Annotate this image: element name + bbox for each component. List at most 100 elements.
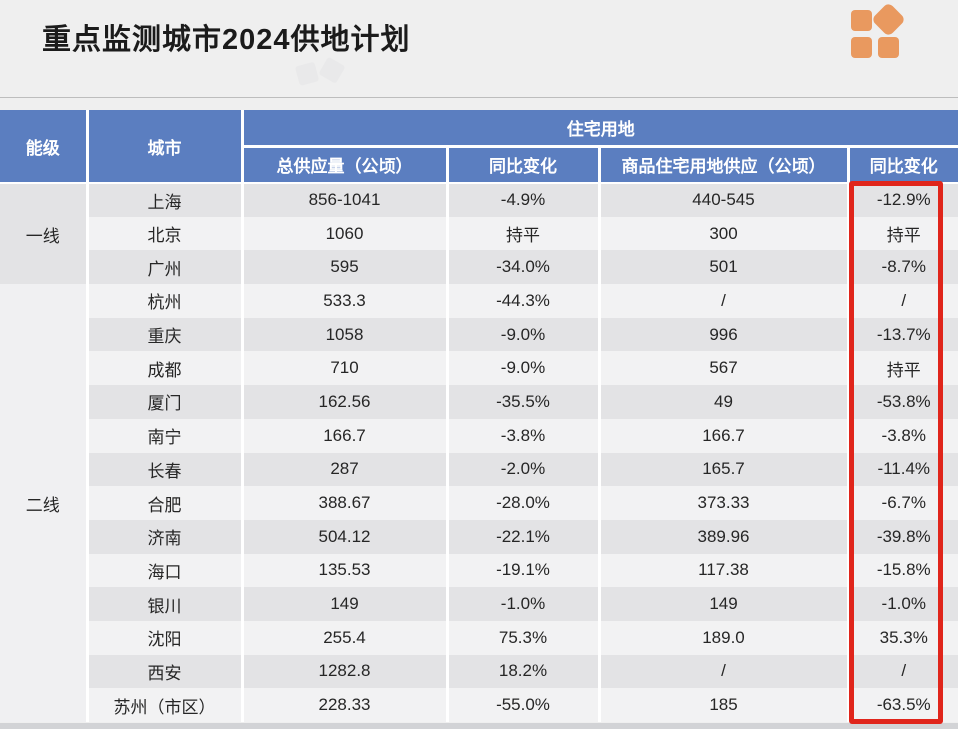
header-commodity-yoy: 同比变化 xyxy=(848,146,958,184)
commodity-supply-cell: 117.38 xyxy=(599,553,850,588)
header-commodity-supply: 商品住宅用地供应（公顷） xyxy=(599,146,850,184)
commodity-yoy-cell: -3.8% xyxy=(881,425,926,445)
city-cell: 厦门 xyxy=(87,385,244,419)
header-total-yoy: 同比变化 xyxy=(447,146,601,184)
table-row: 厦门 162.56 -35.5% 49 -53.8% xyxy=(0,385,958,419)
header-group-residential-land: 住宅用地 xyxy=(242,110,958,148)
commodity-supply-cell: 373.33 xyxy=(599,486,850,520)
page-title: 重点监测城市2024供地计划 xyxy=(42,24,411,56)
commodity-supply-cell: 189.0 xyxy=(599,620,850,655)
logo-square-bottom-left xyxy=(851,37,872,58)
title-divider xyxy=(0,97,958,98)
logo-diamond-top-right xyxy=(870,1,907,38)
table-row: 苏州（市区） 228.33 -55.0% 185 -63.5% xyxy=(0,688,958,722)
table-body: 一线 上海 856-1041 -4.9% 440-545 -12.9% 北京 1… xyxy=(0,183,958,722)
commodity-supply-cell: 300 xyxy=(599,216,850,251)
total-yoy-cell: -9.0% xyxy=(447,351,601,386)
table-row: 长春 287 -2.0% 165.7 -11.4% xyxy=(0,452,958,487)
commodity-supply-cell: 149 xyxy=(599,587,850,621)
total-supply-cell: 135.53 xyxy=(242,553,449,588)
commodity-yoy-cell: 35.3% xyxy=(879,627,928,647)
total-yoy-cell: -55.0% xyxy=(447,688,601,722)
commodity-supply-cell: 49 xyxy=(599,385,850,419)
city-cell: 苏州（市区） xyxy=(87,688,244,722)
city-cell: 重庆 xyxy=(87,317,244,352)
total-yoy-cell: 75.3% xyxy=(447,620,601,655)
total-supply-cell: 255.4 xyxy=(242,620,449,655)
total-yoy-cell: -35.5% xyxy=(447,385,601,419)
total-yoy-cell: -44.3% xyxy=(447,284,601,318)
city-cell: 长春 xyxy=(87,452,244,487)
bottom-edge-strip xyxy=(0,723,958,729)
city-cell: 北京 xyxy=(87,216,244,251)
total-supply-cell: 595 xyxy=(242,250,449,285)
commodity-yoy-cell: 持平 xyxy=(886,360,921,380)
commodity-yoy-cell: / xyxy=(901,661,907,681)
city-cell: 上海 xyxy=(87,183,244,217)
total-yoy-cell: -9.0% xyxy=(447,317,601,352)
table-row: 二线 杭州 533.3 -44.3% / / xyxy=(0,284,958,722)
total-supply-cell: 710 xyxy=(242,351,449,386)
city-cell: 南宁 xyxy=(87,418,244,453)
commodity-yoy-cell: -12.9% xyxy=(876,190,931,210)
commodity-yoy-cell: -6.7% xyxy=(881,493,926,513)
total-yoy-cell: -34.0% xyxy=(447,250,601,285)
commodity-supply-cell: 996 xyxy=(599,317,850,352)
city-cell: 沈阳 xyxy=(87,620,244,655)
logo-square-top-left xyxy=(851,10,872,31)
total-yoy-cell: -22.1% xyxy=(447,519,601,554)
total-supply-cell: 1282.8 xyxy=(242,654,449,689)
header-city: 城市 xyxy=(87,110,244,184)
table-row: 海口 135.53 -19.1% 117.38 -15.8% xyxy=(0,553,958,588)
watermark-stamp xyxy=(295,55,351,111)
commodity-supply-cell: 165.7 xyxy=(599,452,850,487)
total-yoy-cell: -1.0% xyxy=(447,587,601,621)
table-row: 合肥 388.67 -28.0% 373.33 -6.7% xyxy=(0,486,958,520)
commodity-yoy-cell: -63.5% xyxy=(876,695,931,715)
header-tier: 能级 xyxy=(0,110,89,184)
commodity-yoy-cell: -8.7% xyxy=(881,257,926,277)
table-row: 银川 149 -1.0% 149 -1.0% xyxy=(0,587,958,621)
total-yoy-cell: 持平 xyxy=(447,216,601,251)
table-row: 重庆 1058 -9.0% 996 -13.7% xyxy=(0,317,958,352)
commodity-yoy-cell: / xyxy=(901,290,907,310)
commodity-supply-cell: 501 xyxy=(599,250,850,285)
table-row: 成都 710 -9.0% 567 持平 xyxy=(0,351,958,386)
commodity-supply-cell: 389.96 xyxy=(599,519,850,554)
total-yoy-cell: -19.1% xyxy=(447,553,601,588)
land-supply-table: 能级 城市 住宅用地 总供应量（公顷） 同比变化 商品住宅用地供应（公顷） 同比… xyxy=(0,110,958,722)
table-row: 南宁 166.7 -3.8% 166.7 -3.8% xyxy=(0,418,958,453)
total-yoy-cell: 18.2% xyxy=(447,654,601,689)
table-row: 广州 595 -34.0% 501 -8.7% xyxy=(0,250,958,285)
table-row: 济南 504.12 -22.1% 389.96 -39.8% xyxy=(0,519,958,554)
commodity-supply-cell: / xyxy=(599,654,850,689)
table-row: 北京 1060 持平 300 持平 xyxy=(0,216,958,251)
table-row: 西安 1282.8 18.2% / / xyxy=(0,654,958,689)
commodity-yoy-cell: -39.8% xyxy=(876,526,931,546)
commodity-yoy-cell: 持平 xyxy=(886,226,921,246)
total-supply-cell: 533.3 xyxy=(242,284,449,318)
city-cell: 广州 xyxy=(87,250,244,285)
city-cell: 西安 xyxy=(87,654,244,689)
city-cell: 成都 xyxy=(87,351,244,386)
city-cell: 合肥 xyxy=(87,486,244,520)
total-supply-cell: 149 xyxy=(242,587,449,621)
total-supply-cell: 504.12 xyxy=(242,519,449,554)
commodity-supply-cell: / xyxy=(599,284,850,318)
total-yoy-cell: -2.0% xyxy=(447,452,601,487)
total-supply-cell: 162.56 xyxy=(242,385,449,419)
table-row: 沈阳 255.4 75.3% 189.0 35.3% xyxy=(0,620,958,655)
city-cell: 海口 xyxy=(87,553,244,588)
commodity-supply-cell: 185 xyxy=(599,688,850,722)
total-yoy-cell: -3.8% xyxy=(447,418,601,453)
brand-logo xyxy=(851,1,907,60)
commodity-yoy-cell: -11.4% xyxy=(877,459,931,479)
commodity-supply-cell: 166.7 xyxy=(599,418,850,453)
commodity-yoy-cell: -53.8% xyxy=(876,391,931,411)
total-supply-cell: 388.67 xyxy=(242,486,449,520)
total-supply-cell: 287 xyxy=(242,452,449,487)
total-supply-cell: 856-1041 xyxy=(242,183,449,217)
header-total-supply: 总供应量（公顷） xyxy=(242,146,449,184)
total-supply-cell: 1058 xyxy=(242,317,449,352)
